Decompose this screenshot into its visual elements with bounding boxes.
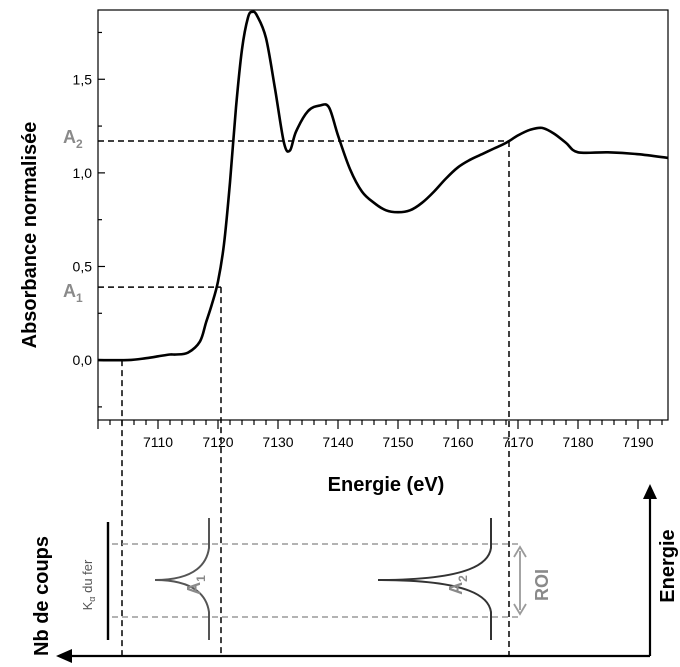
x-tick-label: 7160 — [442, 434, 473, 450]
x-tick-label: 7170 — [502, 434, 533, 450]
a2-level-label: A2 — [63, 127, 83, 151]
x-axis: 7110 7120 7130 7140 7150 7160 7170 7180 7190 — [97, 420, 663, 450]
absorbance-chart: 0,0 0,5 1,0 1,5 7110 7120 7130 7140 7150 7160 717… — [19, 9, 669, 496]
x-tick-label: 7150 — [382, 434, 413, 450]
energy-axis-label: Energie — [657, 529, 679, 602]
y-tick-label: 0,5 — [73, 258, 93, 274]
fluorescence-panel: Kα du fer A1 A2 ROI Energie Nb de coups — [31, 484, 679, 663]
spectrum-line — [97, 10, 669, 362]
y-tick-label: 1,5 — [73, 71, 93, 87]
x-tick-label: 7130 — [262, 434, 293, 450]
y-axis: 0,0 0,5 1,0 1,5 — [73, 31, 105, 408]
roi-arrow-head-down — [513, 603, 527, 616]
energy-axis-arrowhead — [643, 484, 657, 499]
x-tick-label: 7180 — [562, 434, 593, 450]
peak-a2-label: A2 — [446, 575, 470, 595]
roi-arrow-head-up — [513, 545, 527, 558]
peak-a1 — [154, 518, 210, 640]
a1-level-label: A1 — [63, 281, 83, 305]
ka-iron-label: Kα du fer — [80, 559, 97, 610]
x-axis-title: Energie (eV) — [328, 474, 445, 496]
x-tick-label: 7120 — [202, 434, 233, 450]
peak-a1-label: A1 — [184, 575, 208, 595]
roi-label: ROI — [532, 569, 552, 601]
x-tick-label: 7190 — [622, 434, 653, 450]
x-tick-label: 7110 — [143, 434, 173, 450]
y-tick-label: 1,0 — [73, 165, 93, 181]
level-guides — [98, 140, 509, 288]
y-tick-label: 0,0 — [73, 352, 93, 368]
peak-a2 — [377, 518, 492, 640]
plot-frame — [97, 9, 669, 421]
counts-axis-label: Nb de coups — [31, 536, 53, 656]
x-tick-label: 7140 — [322, 434, 353, 450]
y-axis-title: Absorbance normalisée — [19, 122, 41, 349]
energy-marker-lines — [121, 141, 510, 656]
counts-axis-arrowhead — [56, 649, 72, 663]
